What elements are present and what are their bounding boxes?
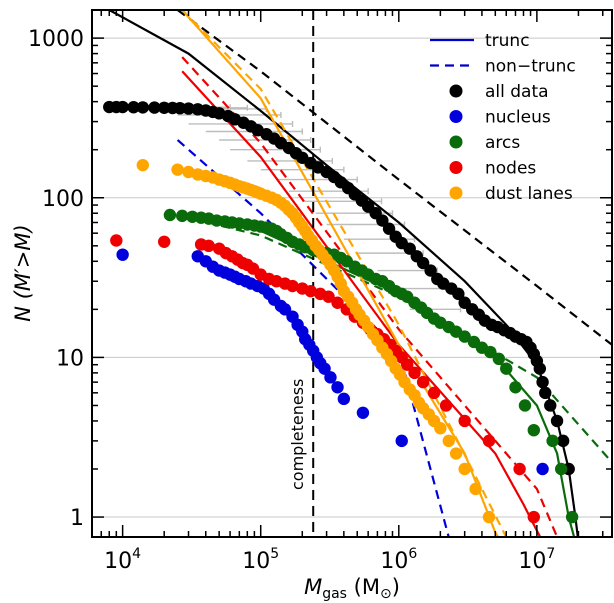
point-arcs bbox=[509, 381, 522, 394]
point-all-data bbox=[550, 414, 564, 428]
y-tick-label: 100 bbox=[42, 187, 84, 212]
point-arcs bbox=[458, 330, 471, 343]
legend-marker-nucleus bbox=[449, 110, 463, 123]
point-dust-lanes bbox=[434, 422, 447, 435]
legend-label-trunc: trunc bbox=[485, 31, 530, 51]
point-all-data bbox=[136, 101, 150, 114]
point-nodes bbox=[304, 284, 317, 298]
point-dust-lanes bbox=[449, 447, 463, 460]
point-all-data bbox=[116, 100, 129, 114]
point-all-data bbox=[127, 101, 140, 114]
point-all-data bbox=[533, 362, 547, 375]
x-tick-label: 105 bbox=[242, 546, 279, 574]
x-axis-label: Mgas (M⊙) bbox=[304, 575, 400, 602]
point-nodes bbox=[400, 358, 414, 371]
point-arcs bbox=[163, 208, 177, 222]
legend-label-nodes: nodes bbox=[485, 159, 536, 179]
point-arcs bbox=[565, 510, 579, 524]
point-arcs bbox=[500, 362, 513, 375]
fit-line-all-data-solid bbox=[108, 10, 579, 537]
point-dust-lanes bbox=[469, 482, 482, 496]
point-arcs bbox=[492, 352, 506, 366]
legend-label-non-trunc: non−trunc bbox=[485, 57, 576, 77]
y-tick-labels: 1 10 100 1000 bbox=[28, 27, 84, 531]
x-tick-labels: 104 105 106 107 bbox=[104, 546, 555, 574]
point-nodes bbox=[513, 462, 526, 476]
point-nodes bbox=[157, 235, 171, 248]
point-all-data bbox=[452, 287, 465, 301]
point-nodes bbox=[202, 239, 215, 253]
legend-label-nucleus: nucleus bbox=[485, 108, 551, 128]
point-nucleus bbox=[116, 248, 129, 261]
point-nucleus bbox=[331, 381, 344, 394]
point-nodes bbox=[408, 366, 421, 380]
ticks bbox=[91, 10, 612, 537]
point-all-data bbox=[148, 101, 161, 114]
fit-line-dust-lanes-dashed bbox=[181, 10, 508, 537]
legend-marker-nodes bbox=[449, 161, 463, 174]
point-nucleus bbox=[318, 362, 331, 375]
point-arcs bbox=[175, 209, 189, 223]
legend-marker-dust-lanes bbox=[449, 186, 463, 200]
y-tick-label: 1000 bbox=[28, 27, 84, 52]
y-axis-label: N (M′>M) bbox=[11, 224, 35, 321]
data-points bbox=[103, 100, 579, 524]
point-all-data bbox=[556, 434, 570, 448]
legend-label-arcs: arcs bbox=[485, 133, 520, 153]
point-nodes bbox=[331, 296, 344, 309]
point-all-data bbox=[416, 256, 430, 270]
error-bars bbox=[133, 104, 462, 313]
point-arcs bbox=[546, 434, 559, 448]
point-dust-lanes bbox=[458, 462, 471, 476]
legend-marker-all-data bbox=[449, 84, 463, 98]
point-dust-lanes bbox=[442, 434, 455, 448]
point-nodes bbox=[110, 234, 123, 247]
fit-line-dust-lanes-solid bbox=[181, 10, 500, 537]
point-nucleus bbox=[337, 392, 351, 406]
x-tick-label: 104 bbox=[104, 546, 141, 574]
point-nodes bbox=[416, 375, 430, 389]
point-dust-lanes bbox=[171, 163, 184, 176]
point-all-data bbox=[424, 264, 437, 277]
point-nodes bbox=[527, 510, 540, 524]
point-nodes bbox=[439, 399, 453, 412]
point-nucleus bbox=[395, 434, 408, 448]
point-nodes bbox=[286, 279, 299, 293]
y-tick-label: 10 bbox=[56, 346, 84, 371]
point-nodes bbox=[322, 290, 335, 303]
point-nucleus bbox=[536, 462, 549, 476]
point-nodes bbox=[482, 434, 496, 448]
point-dust-lanes bbox=[136, 158, 150, 172]
point-all-data bbox=[539, 386, 552, 400]
y-tick-label: 1 bbox=[70, 506, 84, 531]
legend-label-dust-lanes: dust lanes bbox=[485, 184, 573, 204]
point-all-data bbox=[544, 399, 557, 412]
point-arcs bbox=[554, 462, 568, 476]
point-nucleus bbox=[324, 371, 337, 384]
legend: trunc non−trunc all data nucleus arcs nodes du… bbox=[430, 31, 576, 204]
x-tick-label: 106 bbox=[380, 546, 417, 574]
point-all-data bbox=[182, 102, 195, 115]
fit-line-nodes-solid bbox=[181, 70, 542, 537]
x-tick-label: 107 bbox=[518, 546, 555, 574]
point-arcs bbox=[518, 399, 532, 412]
point-nodes bbox=[427, 386, 441, 400]
legend-marker-arcs bbox=[449, 135, 463, 149]
point-all-data bbox=[536, 375, 549, 389]
point-dust-lanes bbox=[482, 510, 496, 524]
point-all-data bbox=[376, 214, 389, 227]
fit-line-all-data-dashed bbox=[176, 10, 612, 346]
point-nodes bbox=[458, 414, 471, 428]
legend-label-all-data: all data bbox=[485, 82, 549, 102]
point-arcs bbox=[527, 423, 540, 437]
point-nucleus bbox=[356, 406, 370, 419]
point-arcs bbox=[484, 345, 497, 359]
completeness-label: completeness bbox=[288, 379, 307, 490]
plot-frame bbox=[91, 9, 613, 538]
